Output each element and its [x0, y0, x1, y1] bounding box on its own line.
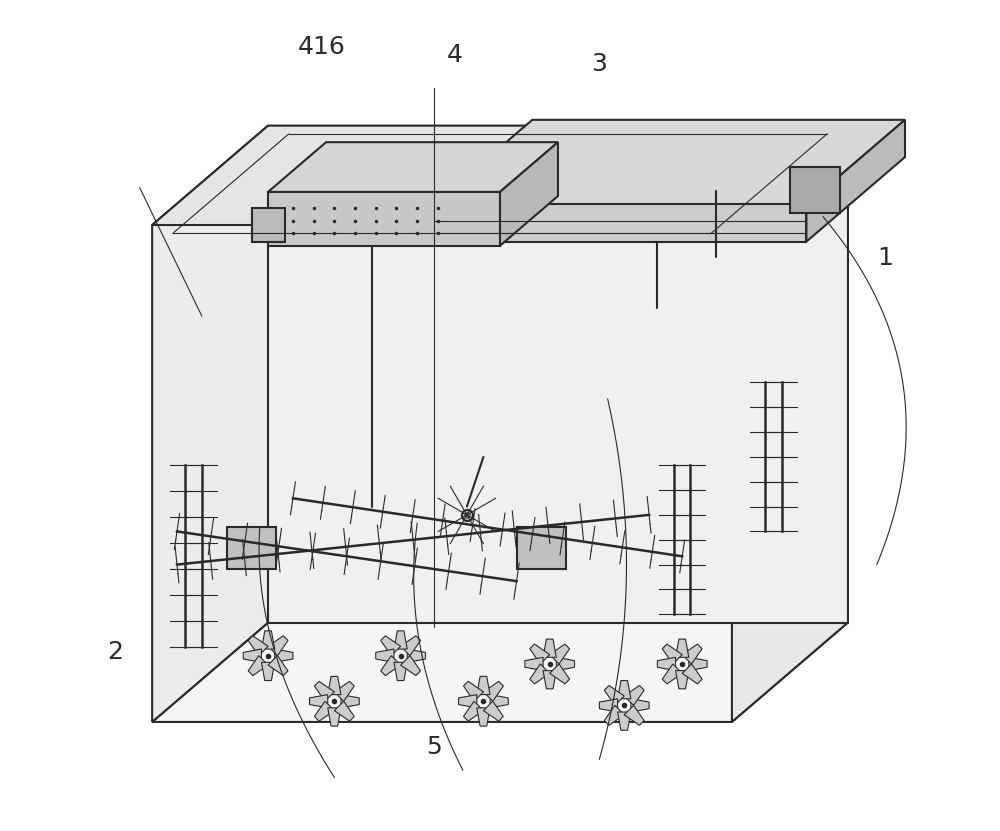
- Polygon shape: [243, 649, 261, 662]
- Polygon shape: [310, 695, 328, 708]
- Polygon shape: [618, 681, 631, 699]
- Polygon shape: [275, 649, 293, 662]
- Polygon shape: [682, 664, 702, 684]
- Polygon shape: [631, 699, 649, 712]
- Polygon shape: [401, 656, 421, 676]
- Polygon shape: [152, 622, 848, 722]
- Polygon shape: [676, 671, 689, 689]
- Polygon shape: [517, 528, 566, 568]
- Polygon shape: [483, 681, 503, 701]
- Text: 1: 1: [877, 246, 893, 270]
- Polygon shape: [530, 664, 550, 684]
- Polygon shape: [662, 644, 682, 664]
- Polygon shape: [314, 681, 334, 701]
- Polygon shape: [624, 686, 644, 706]
- Polygon shape: [550, 664, 570, 684]
- Polygon shape: [477, 708, 490, 726]
- Text: 3: 3: [591, 52, 607, 76]
- Polygon shape: [464, 701, 483, 721]
- Polygon shape: [676, 639, 689, 657]
- Polygon shape: [682, 644, 702, 664]
- Polygon shape: [248, 636, 268, 656]
- Polygon shape: [604, 686, 624, 706]
- Polygon shape: [401, 636, 421, 656]
- Polygon shape: [459, 695, 477, 708]
- Text: 416: 416: [298, 35, 346, 59]
- Polygon shape: [556, 657, 575, 671]
- Polygon shape: [268, 656, 288, 676]
- Polygon shape: [341, 695, 359, 708]
- Polygon shape: [790, 167, 840, 213]
- Polygon shape: [618, 712, 631, 730]
- Polygon shape: [434, 120, 905, 204]
- Polygon shape: [334, 681, 354, 701]
- Polygon shape: [328, 676, 341, 695]
- Polygon shape: [261, 662, 275, 681]
- Polygon shape: [268, 636, 288, 656]
- Text: 4: 4: [446, 43, 462, 67]
- Text: 2: 2: [107, 640, 123, 663]
- Polygon shape: [152, 125, 268, 722]
- Text: 5: 5: [426, 735, 442, 759]
- Polygon shape: [434, 204, 806, 242]
- Polygon shape: [268, 192, 500, 246]
- Polygon shape: [394, 631, 407, 649]
- Polygon shape: [732, 125, 848, 722]
- Polygon shape: [599, 699, 618, 712]
- Polygon shape: [550, 644, 570, 664]
- Polygon shape: [381, 656, 401, 676]
- Polygon shape: [252, 209, 285, 242]
- Polygon shape: [314, 701, 334, 721]
- Polygon shape: [500, 142, 558, 246]
- Polygon shape: [268, 142, 558, 192]
- Polygon shape: [477, 676, 490, 695]
- Polygon shape: [525, 657, 543, 671]
- Polygon shape: [376, 649, 394, 662]
- Polygon shape: [662, 664, 682, 684]
- Polygon shape: [328, 708, 341, 726]
- Polygon shape: [407, 649, 425, 662]
- Polygon shape: [261, 631, 275, 649]
- Polygon shape: [490, 695, 508, 708]
- Polygon shape: [394, 662, 407, 681]
- Polygon shape: [227, 528, 276, 568]
- Polygon shape: [806, 120, 905, 242]
- Polygon shape: [543, 671, 556, 689]
- Polygon shape: [248, 656, 268, 676]
- Polygon shape: [530, 644, 550, 664]
- Polygon shape: [464, 681, 483, 701]
- Polygon shape: [483, 701, 503, 721]
- Polygon shape: [543, 639, 556, 657]
- Polygon shape: [689, 657, 707, 671]
- Polygon shape: [604, 706, 624, 725]
- Polygon shape: [152, 125, 848, 225]
- Polygon shape: [381, 636, 401, 656]
- Polygon shape: [624, 706, 644, 725]
- Polygon shape: [657, 657, 676, 671]
- Polygon shape: [334, 701, 354, 721]
- Polygon shape: [268, 125, 848, 622]
